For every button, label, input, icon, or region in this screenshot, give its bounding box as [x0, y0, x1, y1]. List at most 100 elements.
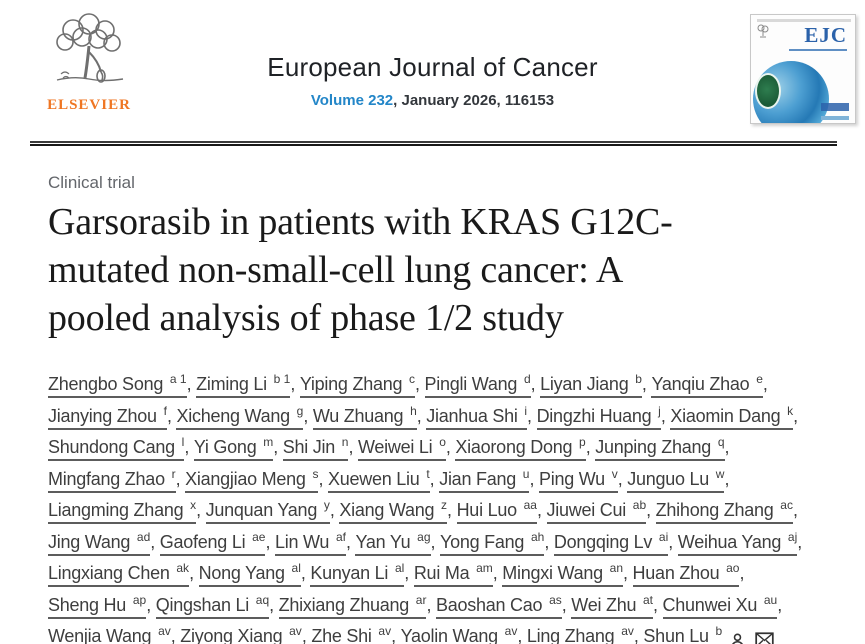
author-link[interactable]: Mingfang Zhao r: [48, 467, 176, 493]
author-affiliation-sup: o: [439, 435, 446, 449]
author-link[interactable]: Kunyan Li al: [310, 561, 405, 587]
author-link[interactable]: Shi Jin n: [282, 435, 349, 461]
author-name: Jian Fang: [439, 468, 516, 489]
author-link[interactable]: Zhihong Zhang ac: [655, 498, 793, 524]
issue-info: , January 2026, 116153: [393, 92, 555, 109]
author-link[interactable]: Yong Fang ah: [440, 530, 545, 556]
author-name: Xuewen Liu: [327, 468, 420, 489]
elsevier-wordmark: ELSEVIER: [47, 97, 131, 113]
author-link[interactable]: Junquan Yang y: [205, 498, 330, 524]
author-link[interactable]: Baoshan Cao as: [435, 593, 562, 619]
author-name: Hui Luo: [456, 500, 518, 520]
author-link[interactable]: Xiangjiao Meng s: [185, 467, 319, 493]
author-name: Baoshan Cao: [435, 594, 543, 615]
author-name: Yong Fang: [440, 531, 525, 552]
author-link[interactable]: Lingxiang Chen ak: [48, 561, 190, 587]
author-link[interactable]: Jianying Zhou f: [48, 404, 167, 430]
author-link[interactable]: Weiwei Li o: [357, 435, 446, 461]
author-link[interactable]: Jiuwei Cui ab: [546, 498, 647, 524]
author-line: Zhengbo Song a 1, Ziming Li b 1, Yiping …: [48, 369, 848, 401]
author-link[interactable]: Gaofeng Li ae: [159, 530, 266, 556]
author-link[interactable]: Dingzhi Huang j: [536, 404, 661, 430]
author-link[interactable]: Sheng Hu ap: [48, 592, 147, 619]
person-icon[interactable]: [729, 632, 746, 644]
author-affiliation-sup: b: [715, 624, 723, 638]
author-link[interactable]: Hui Luo aa: [456, 498, 537, 524]
author-link[interactable]: Dongqing Lv ai: [553, 530, 669, 556]
author-name: Jianhua Shi: [426, 405, 518, 426]
author-link[interactable]: Ling Zhang av: [527, 624, 634, 644]
author-link[interactable]: Weihua Yang aj: [677, 530, 798, 556]
article-title: Garsorasib in patients with KRAS G12C- m…: [48, 198, 828, 342]
author-link[interactable]: Jianhua Shi i: [426, 404, 528, 430]
author-name: Zhe Shi: [311, 626, 372, 644]
author-affiliation-sup: x: [190, 498, 197, 512]
author-link[interactable]: Wei Zhu at: [571, 592, 654, 619]
author-affiliation-sup: m: [263, 435, 274, 449]
author-link[interactable]: Qingshan Li aq: [155, 593, 270, 619]
author-link[interactable]: Xiaorong Dong p: [455, 435, 586, 461]
author-link[interactable]: Xiang Wang z: [339, 498, 448, 524]
journal-cover-thumbnail[interactable]: EJC: [750, 14, 856, 124]
author-link[interactable]: Lin Wu af: [274, 530, 346, 556]
author-link[interactable]: Junping Zhang q: [595, 435, 725, 461]
author-link[interactable]: Shundong Cang l: [48, 435, 185, 461]
journal-title-link[interactable]: European Journal of Cancer: [267, 52, 598, 82]
author-name: Yanqiu Zhao: [651, 374, 750, 394]
envelope-icon[interactable]: [755, 632, 774, 644]
cover-publisher-mark: [821, 103, 849, 111]
author-affiliation-sup: u: [522, 466, 530, 481]
author-link[interactable]: Yaolin Wang av: [401, 624, 518, 644]
journal-header: European Journal of Cancer Volume 232, J…: [0, 52, 865, 109]
author-link[interactable]: Pingli Wang d: [424, 372, 531, 398]
author-link[interactable]: Ziyong Xiang av: [180, 624, 302, 644]
author-link[interactable]: Wenjia Wang av: [48, 624, 171, 644]
author-affiliation-sup: p: [579, 435, 586, 449]
author-link[interactable]: Junguo Lu w: [627, 467, 725, 493]
author-link[interactable]: Jian Fang u: [439, 466, 530, 493]
author-link[interactable]: Zhixiang Zhuang ar: [278, 592, 427, 619]
author-name: Yiping Zhang: [299, 374, 403, 394]
author-link[interactable]: Yi Gong m: [193, 435, 274, 461]
author-link[interactable]: Wu Zhuang h: [312, 404, 417, 430]
article-title-line: Garsorasib in patients with KRAS G12C-: [48, 201, 673, 243]
author-link[interactable]: Rui Ma am: [413, 561, 493, 587]
volume-link[interactable]: Volume 232: [310, 92, 394, 109]
author-link[interactable]: Mingxi Wang an: [502, 561, 624, 587]
elsevier-logo[interactable]: ELSEVIER: [46, 12, 132, 114]
author-link[interactable]: Xicheng Wang g: [176, 404, 304, 430]
author-name: Gaofeng Li: [159, 531, 246, 552]
author-link[interactable]: Ziming Li b 1: [196, 372, 291, 398]
author-name: Xiaomin Dang: [670, 405, 781, 426]
author-name: Weihua Yang: [677, 531, 782, 552]
author-link[interactable]: Huan Zhou ao: [632, 561, 740, 587]
author-link[interactable]: Yanqiu Zhao e: [651, 372, 763, 398]
header-divider: [30, 141, 837, 146]
author-link[interactable]: Liangming Zhang x: [48, 498, 197, 524]
author-link[interactable]: Xuewen Liu t: [327, 467, 430, 493]
author-link[interactable]: Jing Wang ad: [48, 530, 151, 556]
author-affiliation-sup: av: [621, 624, 634, 638]
author-link[interactable]: Ping Wu v: [538, 467, 618, 493]
author-link[interactable]: Shun Lu b: [643, 624, 723, 644]
author-link[interactable]: Zhengbo Song a 1: [48, 372, 187, 398]
author-link[interactable]: Yan Yu ag: [355, 530, 431, 556]
author-name: Ping Wu: [538, 468, 605, 489]
author-link[interactable]: Xiaomin Dang k: [670, 404, 794, 430]
author-affiliation-sup: ap: [132, 592, 147, 607]
author-name: Kunyan Li: [310, 563, 389, 583]
author-name: Shun Lu: [643, 626, 709, 644]
author-affiliation-sup: at: [643, 592, 654, 607]
author-link[interactable]: Nong Yang al: [198, 561, 301, 587]
author-link[interactable]: Zhe Shi av: [311, 624, 391, 644]
author-link[interactable]: Yiping Zhang c: [299, 372, 416, 398]
author-list: Zhengbo Song a 1, Ziming Li b 1, Yiping …: [48, 369, 848, 644]
author-link[interactable]: Chunwei Xu au: [662, 593, 778, 619]
author-name: Rui Ma: [413, 563, 470, 583]
author-affiliation-sup: av: [504, 624, 518, 638]
corresponding-author-icons: [729, 624, 778, 644]
author-link[interactable]: Liyan Jiang b: [540, 372, 642, 398]
author-affiliation-sup: ar: [415, 592, 427, 607]
cover-subtitle-line: [789, 49, 847, 51]
